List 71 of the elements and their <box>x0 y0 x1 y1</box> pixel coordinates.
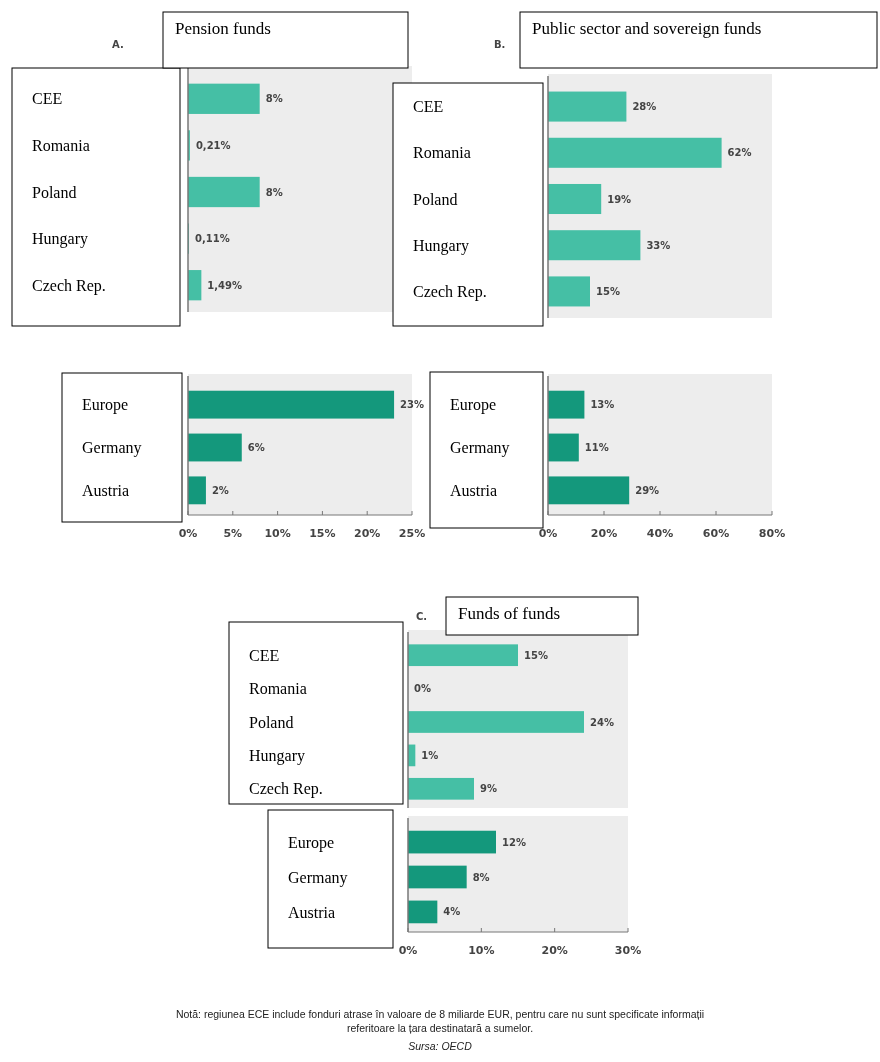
data-label: 24% <box>590 716 614 728</box>
x-tick-label: 30% <box>614 944 642 957</box>
data-label: 29% <box>635 484 660 496</box>
data-label: 15% <box>524 649 548 661</box>
x-tick-label: 20% <box>354 527 381 540</box>
text: A. <box>112 39 124 50</box>
x-tick-label: 40% <box>646 527 674 540</box>
data-label: 19% <box>607 193 632 205</box>
data-label: 8% <box>472 871 490 883</box>
x-tick-label: 0% <box>398 944 418 957</box>
y-tick-label: CEE <box>32 90 63 108</box>
y-tick-label: Romania <box>32 137 90 154</box>
y-tick-label: Hungary <box>249 747 305 765</box>
data-label: 1,49% <box>207 279 243 291</box>
x-tick-label: 10% <box>264 527 291 540</box>
x-tick-label: 10% <box>468 944 495 957</box>
x-tick-label: 20% <box>541 944 568 957</box>
data-label: 15% <box>596 285 620 297</box>
y-tick-label: Poland <box>32 183 77 201</box>
data-label: 0,21% <box>195 139 231 151</box>
text: B. <box>494 39 506 50</box>
y-tick-label: Austria <box>82 481 130 499</box>
text: Notă: regiunea ECE include fonduri atrase în valoare de 8 miliarde EUR, pentru care nu sunt specificate informații referitoare la țara destinatară a sumelor. <box>175 1008 705 1034</box>
y-tick-label: Hungary <box>32 230 88 249</box>
data-label: 8% <box>265 93 283 105</box>
data-label: 23% <box>400 399 425 411</box>
chart-title: Public sector and sovereign funds <box>532 19 762 38</box>
x-tick-label: 60% <box>702 527 730 540</box>
y-tick-label: Germany <box>450 439 510 458</box>
y-tick-label: Czech Rep. <box>413 283 487 302</box>
data-label: 2% <box>211 484 229 496</box>
data-label: 8% <box>265 186 283 198</box>
x-tick-label: 5% <box>223 527 243 540</box>
data-label: 0% <box>414 683 431 695</box>
x-tick-label: 0% <box>538 527 558 540</box>
text: C. <box>416 611 428 622</box>
data-label: 1% <box>421 749 439 761</box>
x-tick-label: 0% <box>178 527 198 540</box>
y-tick-label: CEE <box>413 98 444 116</box>
y-tick-label: Austria <box>450 481 498 499</box>
y-tick-label: Poland <box>249 713 294 731</box>
y-tick-label: Romania <box>249 680 307 698</box>
data-label: 4% <box>443 906 461 918</box>
data-label: 11% <box>584 442 609 453</box>
y-tick-label: Poland <box>413 190 458 208</box>
y-tick-label: Czech Rep. <box>249 780 323 799</box>
y-tick-label: Europe <box>288 833 335 852</box>
chart-title: Pension funds <box>175 19 271 38</box>
x-tick-label: 20% <box>590 527 618 540</box>
data-label: 28% <box>632 101 657 113</box>
y-tick-label: CEE <box>249 646 280 664</box>
y-tick-label: Czech Rep. <box>32 276 106 295</box>
data-label: 33% <box>646 239 671 251</box>
text: Sursa: OECD <box>408 1040 473 1052</box>
chart-title: Funds of funds <box>458 604 561 623</box>
y-tick-label: Austria <box>288 903 336 921</box>
data-label: 6% <box>247 442 265 453</box>
x-tick-label: 15% <box>309 527 336 540</box>
data-label: 13% <box>590 399 615 411</box>
x-tick-label: 80% <box>758 527 786 540</box>
data-label: 12% <box>502 836 526 848</box>
data-label: 9% <box>480 783 497 795</box>
y-tick-label: Hungary <box>413 236 469 255</box>
y-tick-label: Romania <box>413 144 471 162</box>
x-tick-label: 25% <box>398 527 426 540</box>
data-label: 62% <box>727 147 752 159</box>
y-tick-label: Europe <box>450 396 497 415</box>
y-tick-label: Germany <box>82 439 142 458</box>
data-label: 0,11% <box>194 233 230 245</box>
y-tick-label: Europe <box>82 396 129 415</box>
y-tick-label: Germany <box>288 868 348 887</box>
